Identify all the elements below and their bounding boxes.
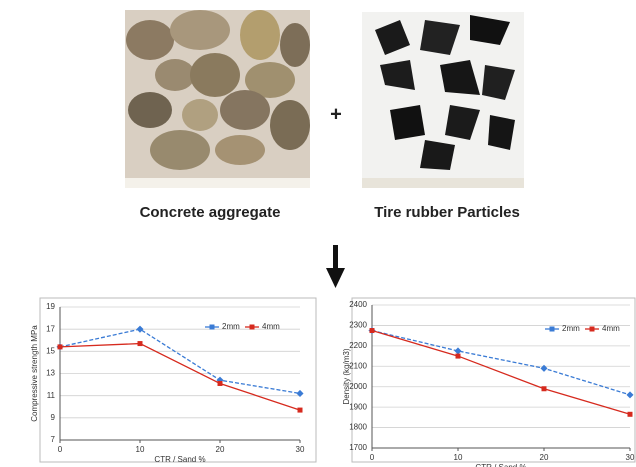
chart-frame xyxy=(39,297,317,463)
y-tick-label: 2000 xyxy=(349,382,367,391)
y-tick-label: 15 xyxy=(46,346,55,355)
y-tick-label: 2100 xyxy=(349,361,367,370)
series-line xyxy=(371,329,631,415)
series-line xyxy=(59,328,301,395)
series-line xyxy=(59,342,301,411)
marker xyxy=(454,347,462,355)
y-tick-label: 1800 xyxy=(349,423,367,432)
caption: Tire rubber Particles xyxy=(374,204,520,221)
marker xyxy=(57,344,63,350)
legend-marker xyxy=(209,324,215,330)
marker xyxy=(136,325,144,333)
marker xyxy=(297,407,303,413)
legend-label: 4mm xyxy=(602,324,620,333)
aggregate-photo xyxy=(125,10,310,188)
marker xyxy=(296,389,304,397)
plus-sign: + xyxy=(330,103,342,125)
x-tick-label: 30 xyxy=(626,453,635,462)
y-tick-label: 19 xyxy=(46,302,55,311)
marker xyxy=(455,353,461,359)
y-tick-label: 7 xyxy=(51,435,56,444)
legend-marker xyxy=(549,326,555,332)
marker xyxy=(626,391,634,399)
x-tick-label: 0 xyxy=(370,453,375,462)
y-tick-label: 17 xyxy=(46,324,55,333)
legend-label: 2mm xyxy=(562,324,580,333)
y-tick-label: 1900 xyxy=(349,402,367,411)
x-tick-label: 10 xyxy=(454,453,463,462)
marker xyxy=(369,328,375,334)
marker xyxy=(217,380,223,386)
x-axis-label: CTR / Sand % xyxy=(154,455,205,464)
legend-label: 4mm xyxy=(262,322,280,331)
y-axis-label: Compressive strength MPa xyxy=(30,325,39,422)
x-tick-label: 0 xyxy=(58,445,63,454)
down-arrow xyxy=(326,245,345,288)
legend-label: 2mm xyxy=(222,322,240,331)
marker xyxy=(540,364,548,372)
legend-marker xyxy=(249,324,255,330)
rubber-photo xyxy=(362,12,524,188)
x-tick-label: 20 xyxy=(540,453,549,462)
y-tick-label: 9 xyxy=(51,413,56,422)
y-tick-label: 2200 xyxy=(349,341,367,350)
y-axis-label: Density (kg/m3) xyxy=(342,348,351,404)
caption: Concrete aggregate xyxy=(140,204,281,221)
legend-marker xyxy=(589,326,595,332)
x-tick-label: 30 xyxy=(296,445,305,454)
x-axis-label: CTR / Sand % xyxy=(475,463,526,467)
y-tick-label: 2400 xyxy=(349,300,367,309)
chart-frame xyxy=(351,297,636,463)
x-tick-label: 20 xyxy=(216,445,225,454)
marker xyxy=(627,411,633,417)
y-tick-label: 1700 xyxy=(349,443,367,452)
marker xyxy=(137,341,143,347)
y-tick-label: 11 xyxy=(47,391,56,400)
y-tick-label: 13 xyxy=(46,369,55,378)
y-tick-label: 2300 xyxy=(349,321,367,330)
marker xyxy=(541,386,547,392)
x-tick-label: 10 xyxy=(136,445,145,454)
series-line xyxy=(371,329,631,396)
